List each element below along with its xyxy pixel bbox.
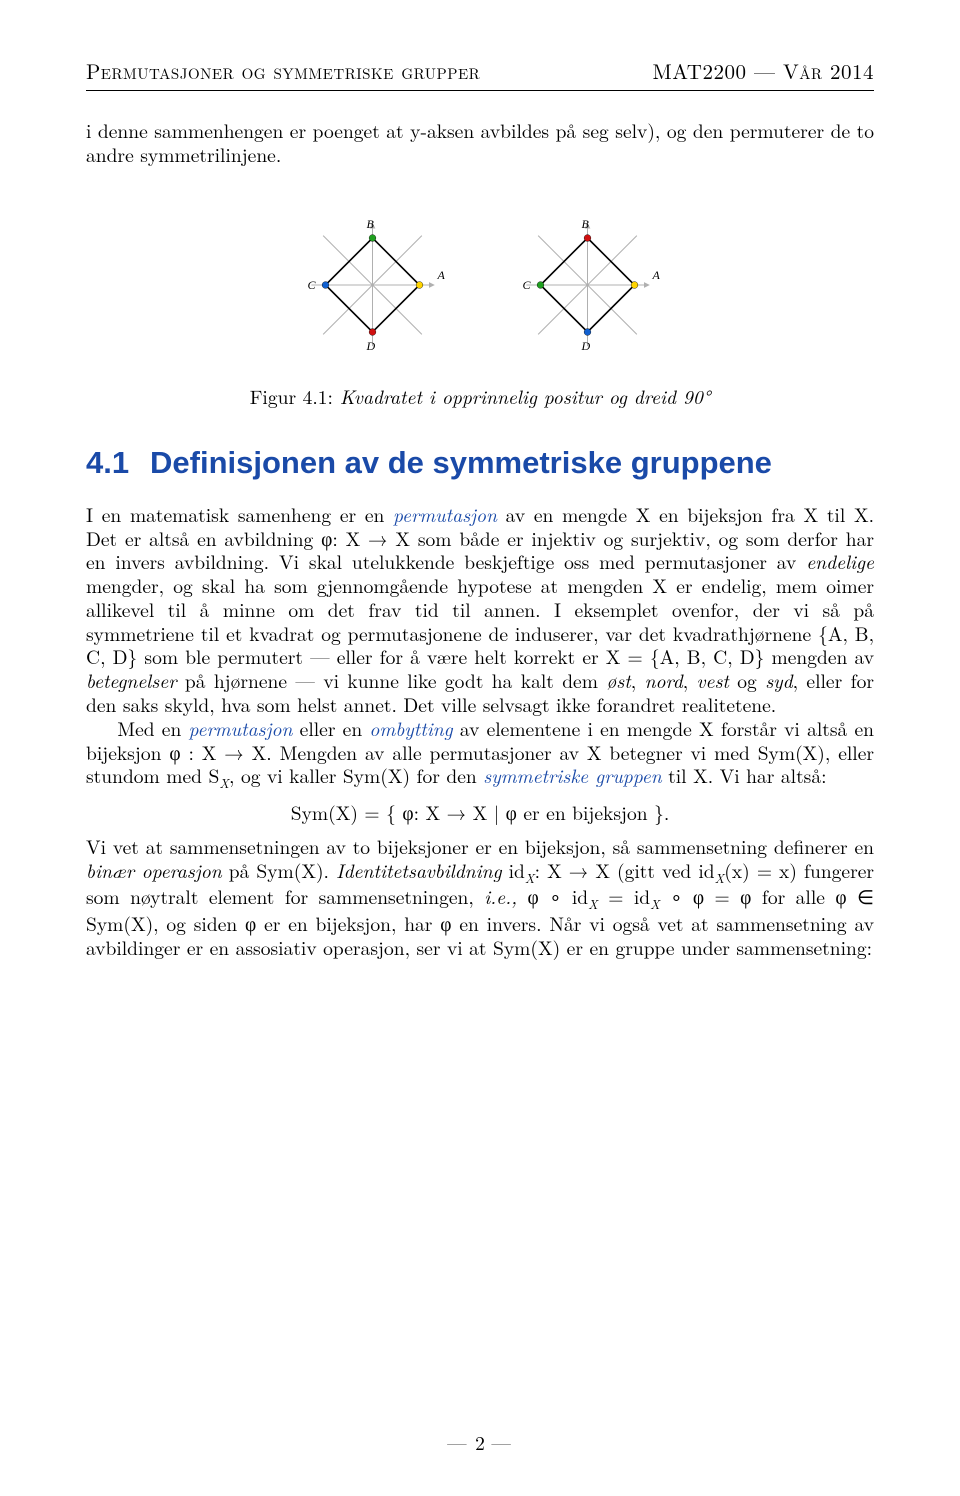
text: til X. Vi har altså:: [662, 761, 827, 789]
footer-dash: —: [491, 1428, 513, 1456]
page-number: 2: [475, 1428, 485, 1456]
term-binop: binær operasjon: [86, 856, 222, 884]
svg-text:B: B: [367, 217, 375, 231]
text: id: [502, 856, 525, 884]
svg-text:B: B: [582, 217, 590, 231]
term-ident: Identitetsavbildning: [336, 856, 502, 884]
header-left: Permutasjoner og symmetriske grupper: [86, 56, 480, 86]
subscript-x: X: [219, 773, 229, 792]
svg-text:D: D: [581, 339, 591, 353]
header-right: MAT2200 — Vår 2014: [653, 56, 874, 86]
text: = id: [598, 882, 650, 910]
term-ie: i.e.,: [484, 882, 517, 910]
paragraph-1: I en matematisk samenheng er en permutas…: [86, 503, 874, 717]
svg-text:A: A: [652, 268, 661, 282]
text: φ ∘ id: [517, 882, 588, 910]
paragraph-2: Med en permutasjon eller en ombytting av…: [86, 717, 874, 791]
section-title: Definisjonen av de symmetriske gruppene: [150, 444, 874, 481]
running-header: Permutasjoner og symmetriske grupper MAT…: [86, 56, 874, 86]
header-rule: [86, 90, 874, 91]
figure-row: A B C D A B C D: [86, 193, 874, 368]
svg-text:C: C: [523, 278, 532, 292]
svg-text:A: A: [437, 268, 446, 282]
display-equation: Sym(X) = { φ: X → X | φ er en bijeksjon …: [86, 801, 874, 825]
svg-text:D: D: [366, 339, 376, 353]
text: : X → X (gitt ved id: [535, 856, 715, 884]
caption-label: Figur 4.1:: [250, 382, 333, 410]
paragraph-3: Vi vet at sammensetningen av to bijeksjo…: [86, 835, 874, 960]
figure-caption: Figur 4.1: Kvadratet i opprinnelig posit…: [86, 382, 874, 410]
text: på Sym(X).: [222, 856, 336, 884]
term-symmetriske-gruppen: symmetriske gruppen: [483, 761, 661, 789]
section-heading: 4.1 Definisjonen av de symmetriske grupp…: [86, 444, 874, 481]
figure-right: A B C D: [500, 193, 675, 368]
page: Permutasjoner og symmetriske grupper MAT…: [0, 0, 960, 1496]
svg-text:C: C: [308, 278, 317, 292]
intro-paragraph: i denne sammenhengen er poenget at y-aks…: [86, 119, 874, 167]
section-number: 4.1: [86, 444, 150, 481]
footer: — 2 —: [0, 1428, 960, 1456]
caption-text: Kvadratet i opprinnelig positur og dreid…: [333, 382, 710, 410]
body-text: I en matematisk samenheng er en permutas…: [86, 503, 874, 960]
text: mengder, og skal ha som gjennomgående hy…: [86, 571, 874, 670]
footer-dash: —: [447, 1428, 469, 1456]
figure-left: A B C D: [285, 193, 460, 368]
text: , og vi kaller Sym(X) for den: [229, 761, 483, 789]
